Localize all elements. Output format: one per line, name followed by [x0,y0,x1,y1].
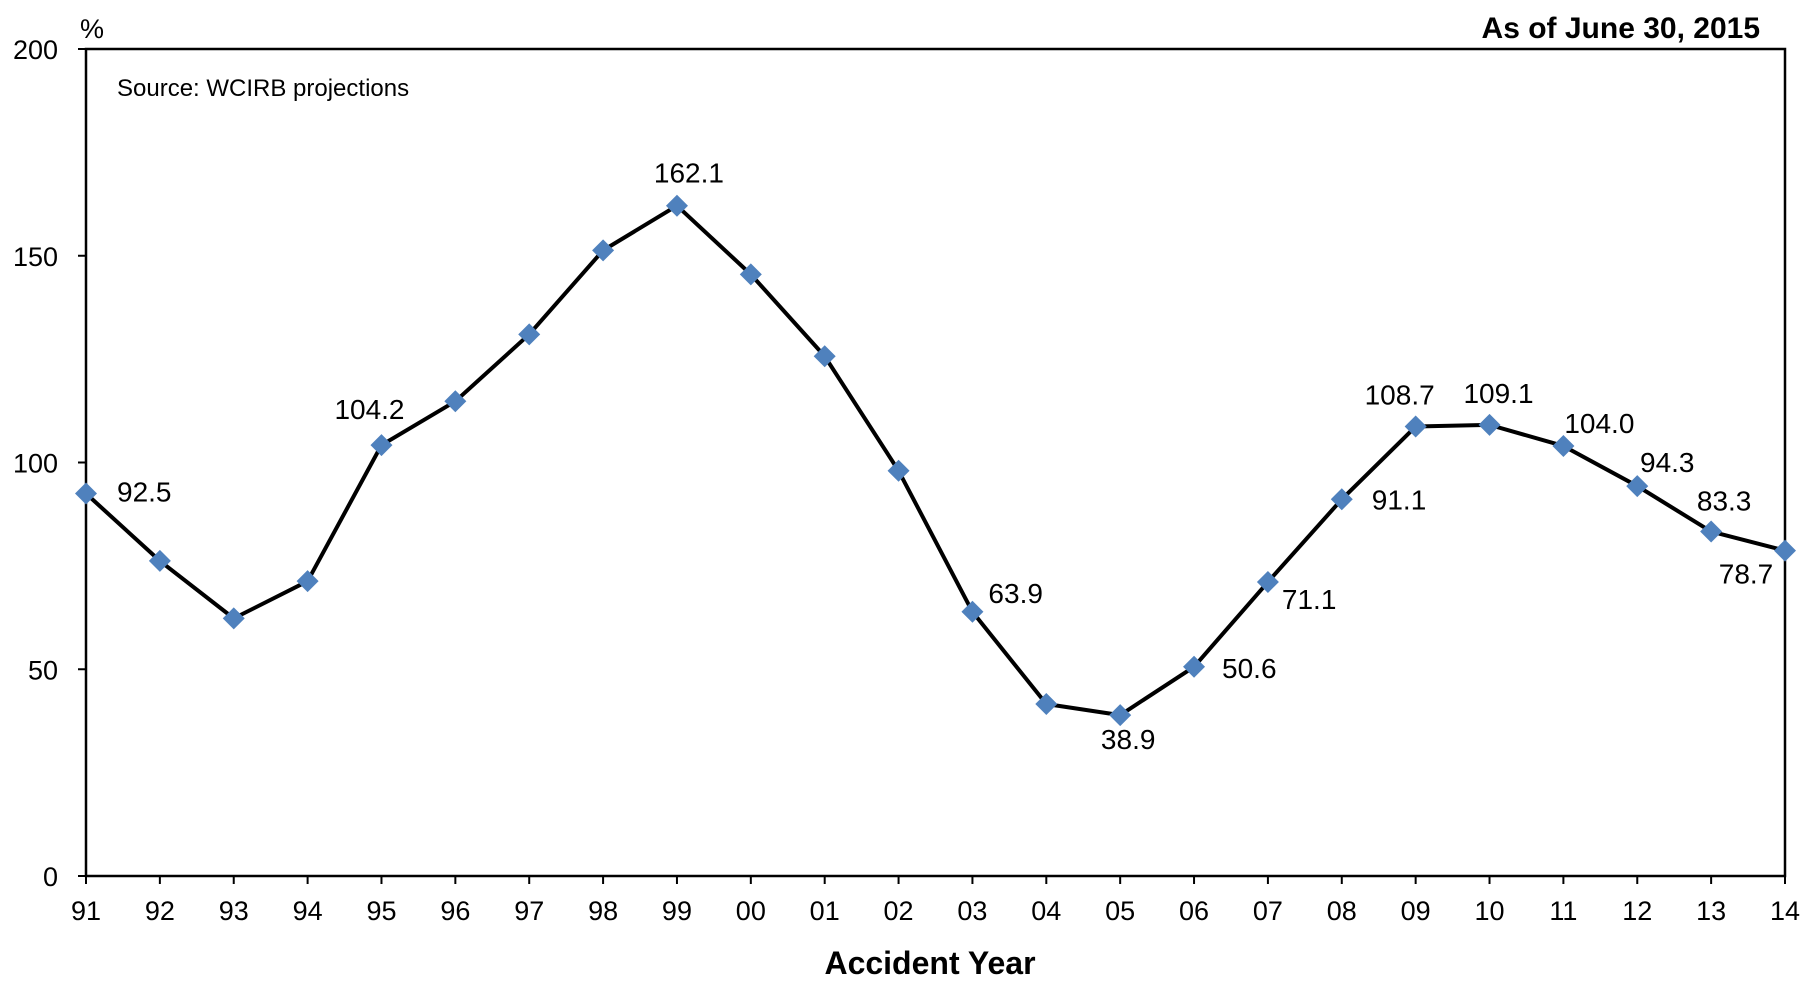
data-label: 78.7 [1719,559,1774,590]
data-point-marker [1109,704,1132,727]
plot-frame [84,47,1787,878]
data-label: 92.5 [117,477,172,508]
x-tick-label: 92 [145,896,175,926]
x-tick-label: 02 [884,896,914,926]
x-tick-label: 10 [1474,896,1504,926]
x-tick-label: 09 [1401,896,1431,926]
x-tick-label: 00 [736,896,766,926]
x-tick-label: 97 [514,896,544,926]
data-point-marker [739,263,762,286]
y-axis-tick-labels: 0 50 100 150 200 [13,35,58,892]
data-point-marker [887,459,910,482]
y-tick-label: 200 [13,35,58,65]
source-annotation: Source: WCIRB projections [117,75,409,102]
x-tick-label: 01 [810,896,840,926]
data-point-marker [1700,520,1723,543]
data-point-marker [1552,434,1575,457]
data-point-marker [370,434,393,457]
data-point-marker [75,482,97,505]
x-tick-label: 08 [1327,896,1357,926]
x-tick-label: 98 [588,896,618,926]
data-point-marker [518,323,541,346]
x-tick-label: 96 [440,896,470,926]
x-tick-label: 14 [1770,896,1800,926]
chart-title: As of June 30, 2015 [1482,12,1760,45]
data-point-marker [1404,415,1427,438]
data-label: 104.2 [334,394,404,425]
data-point-marker [148,549,171,572]
data-point-marker [813,345,836,368]
data-point-marker [1626,475,1649,498]
data-point-marker [1330,488,1353,511]
x-tick-label: 94 [293,896,323,926]
series-line [84,203,1786,718]
x-tick-label: 95 [366,896,396,926]
data-point-marker [222,607,245,630]
x-tick-label: 12 [1622,896,1652,926]
x-axis-title: Accident Year [824,945,1035,981]
data-point-marker [1035,692,1058,715]
data-label: 108.7 [1365,380,1435,411]
data-label: 83.3 [1697,486,1752,517]
data-point-marker [1183,655,1206,678]
data-label: 91.1 [1372,484,1427,515]
x-tick-label: 11 [1549,896,1577,926]
x-axis-tick-labels: 91 92 93 94 95 96 97 98 99 00 01 02 03 04 05 06 07 08 09 10… [71,896,1800,926]
x-tick-label: 04 [1031,896,1061,926]
x-tick-label: 99 [662,896,692,926]
plot-area: 92.5 104.2 162.1 63.9 38.9 50.6 71.1 91.1 108.7 1… [75,47,1796,884]
y-tick-label: 0 [43,862,58,892]
x-tick-label: 06 [1179,896,1209,926]
x-tick-label: 93 [219,896,249,926]
y-tick-label: 100 [13,449,58,479]
data-label: 162.1 [654,158,724,189]
x-tick-label: 03 [957,896,987,926]
x-tick-label: 13 [1696,896,1726,926]
data-label: 38.9 [1101,724,1156,755]
data-point-marker [1256,571,1279,594]
data-point-marker [592,239,615,262]
x-tick-label: 07 [1253,896,1283,926]
data-label: 63.9 [988,578,1043,609]
data-point-marker [444,390,467,413]
y-tick-label: 50 [28,655,58,685]
data-point-marker [961,600,984,623]
data-label: 94.3 [1640,447,1695,478]
data-label: 50.6 [1222,653,1277,684]
x-tick-label: 91 [71,896,101,926]
data-label: 71.1 [1282,584,1337,615]
data-label: 109.1 [1463,378,1533,409]
y-tick-label: 150 [13,242,58,272]
data-label: 104.0 [1564,408,1634,439]
y-axis-unit-label: % [80,14,104,44]
data-point-marker [296,570,319,593]
data-point-marker [1774,539,1796,562]
data-point-marker [1478,413,1501,436]
x-tick-label: 05 [1105,896,1135,926]
data-point-marker [665,194,688,217]
